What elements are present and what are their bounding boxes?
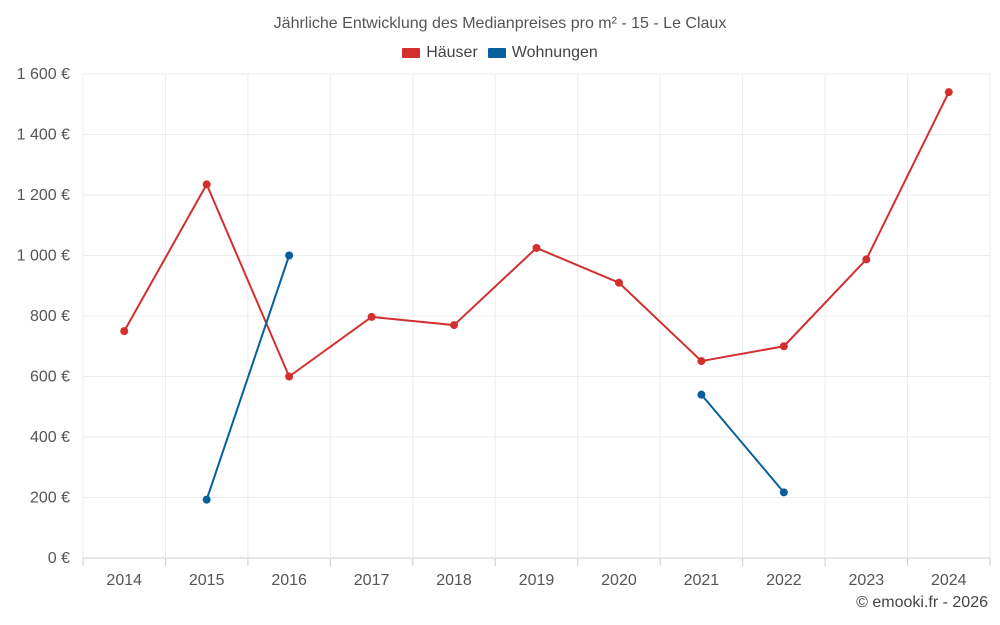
y-tick-label: 1 200 € [17,187,70,204]
data-point-haeuser-2018 [450,321,458,329]
x-tick-label: 2020 [601,572,637,589]
data-point-wohnungen-2021 [697,391,705,399]
data-point-wohnungen-2022 [780,488,788,496]
y-tick-label: 0 € [48,550,70,567]
data-point-haeuser-2019 [533,244,541,252]
data-point-haeuser-2014 [120,327,128,335]
y-tick-label: 400 € [30,429,70,446]
data-point-haeuser-2020 [615,279,623,287]
x-tick-label: 2022 [766,572,802,589]
data-point-haeuser-2015 [203,180,211,188]
y-tick-label: 600 € [30,369,70,386]
y-tick-label: 1 400 € [17,127,70,144]
data-point-haeuser-2024 [945,88,953,96]
data-point-haeuser-2022 [780,342,788,350]
data-point-haeuser-2023 [862,255,870,263]
x-tick-label: 2023 [849,572,885,589]
x-tick-label: 2024 [931,572,967,589]
x-tick-label: 2014 [106,572,142,589]
y-tick-label: 200 € [30,490,70,507]
y-tick-label: 1 600 € [17,66,70,83]
x-tick-label: 2018 [436,572,472,589]
x-tick-label: 2017 [354,572,390,589]
y-tick-label: 800 € [30,308,70,325]
x-tick-label: 2021 [684,572,720,589]
data-point-haeuser-2016 [285,373,293,381]
plot-area: 0 € 200 € 400 € 600 € 800 € 1 000 € 1 200 € 1 4… [0,0,1000,625]
footer-credit: © emooki.fr - 2026 [856,594,988,612]
x-tick-label: 2016 [271,572,307,589]
chart: Jährliche Entwicklung des Medianpreises … [0,0,1000,625]
data-point-haeuser-2017 [368,313,376,321]
data-point-wohnungen-2016 [285,252,293,260]
data-point-wohnungen-2015 [203,496,211,504]
data-point-haeuser-2021 [697,357,705,365]
y-tick-label: 1 000 € [17,248,70,265]
x-tick-label: 2019 [519,572,555,589]
x-tick-label: 2015 [189,572,225,589]
